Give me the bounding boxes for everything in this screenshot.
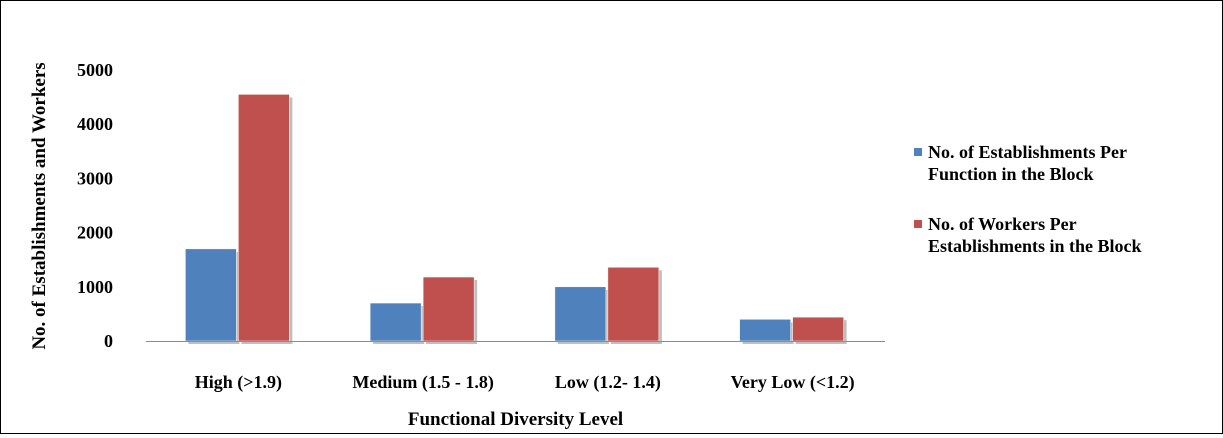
x-axis-labels: High (>1.9) Medium (1.5 - 1.8) Low (1.2- 1…	[195, 372, 855, 393]
y-tick-label: 0	[104, 331, 113, 351]
legend-label: No. of Establishments Per	[928, 142, 1127, 162]
y-axis-title: No. of Establishments and Workers	[29, 62, 50, 349]
y-tick-label: 5000	[77, 60, 113, 80]
bar-workers	[238, 94, 290, 342]
bar-establishments	[554, 286, 607, 342]
bar-establishments	[739, 319, 791, 342]
legend-label: No. of Workers Per	[928, 214, 1077, 234]
legend-label: Function in the Block	[928, 164, 1094, 184]
legend-swatch	[914, 148, 922, 156]
legend-swatch	[914, 220, 922, 228]
y-axis-ticks: 0 1000 2000 3000 4000 5000	[77, 60, 113, 351]
y-tick-label: 4000	[77, 114, 113, 134]
x-axis-title: Functional Diversity Level	[408, 409, 623, 430]
legend-label: Establishments in the Block	[928, 236, 1142, 256]
bar-establishments	[369, 302, 422, 342]
x-category-label: Low (1.2- 1.4)	[555, 372, 661, 393]
x-category-label: Very Low (<1.2)	[731, 372, 855, 393]
bar-establishments	[185, 248, 237, 342]
bar-workers	[607, 267, 660, 342]
x-category-label: Medium (1.5 - 1.8)	[352, 372, 493, 393]
y-tick-label: 1000	[77, 277, 113, 297]
y-tick-label: 3000	[77, 168, 113, 188]
y-tick-label: 2000	[77, 223, 113, 243]
bar-workers	[792, 316, 844, 342]
bar-workers	[422, 276, 475, 342]
x-category-label: High (>1.9)	[195, 372, 282, 393]
bars	[185, 94, 847, 344]
